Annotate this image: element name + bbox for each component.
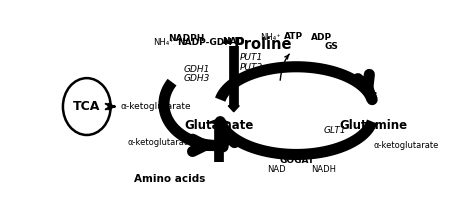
Text: GLN1: GLN1: [299, 65, 323, 74]
Text: NH₄⁺: NH₄⁺: [154, 38, 174, 47]
Polygon shape: [202, 143, 217, 148]
Text: NADPH: NADPH: [168, 34, 204, 43]
Text: NAD: NAD: [222, 37, 244, 46]
Text: GDH3: GDH3: [184, 74, 210, 83]
Text: NADH: NADH: [311, 165, 336, 174]
Text: GOGAT: GOGAT: [280, 156, 315, 165]
Text: Amino acids: Amino acids: [134, 174, 205, 184]
Text: ATP: ATP: [284, 32, 303, 41]
Text: Glutamate: Glutamate: [184, 119, 254, 132]
Polygon shape: [216, 122, 229, 128]
Text: TCA: TCA: [73, 100, 100, 113]
Polygon shape: [208, 119, 230, 123]
Text: Glutamine: Glutamine: [339, 119, 407, 132]
Text: PUT1: PUT1: [239, 53, 263, 62]
Text: NADP-GDH: NADP-GDH: [177, 38, 232, 47]
Text: Proline: Proline: [234, 37, 292, 52]
Polygon shape: [364, 93, 376, 100]
Polygon shape: [228, 106, 239, 112]
Text: NH₄⁺: NH₄⁺: [260, 33, 281, 42]
Text: GLT1: GLT1: [323, 126, 346, 135]
Text: PUT2: PUT2: [239, 63, 263, 72]
Text: GDH1: GDH1: [184, 65, 210, 74]
Text: NAD: NAD: [267, 165, 285, 174]
Text: GS: GS: [324, 42, 338, 50]
Text: α-ketoglutarate: α-ketoglutarate: [121, 102, 191, 111]
Text: α-ketoglutarate: α-ketoglutarate: [374, 141, 439, 150]
Text: ADP: ADP: [311, 33, 332, 42]
Text: α-ketoglutarate: α-ketoglutarate: [128, 138, 193, 147]
